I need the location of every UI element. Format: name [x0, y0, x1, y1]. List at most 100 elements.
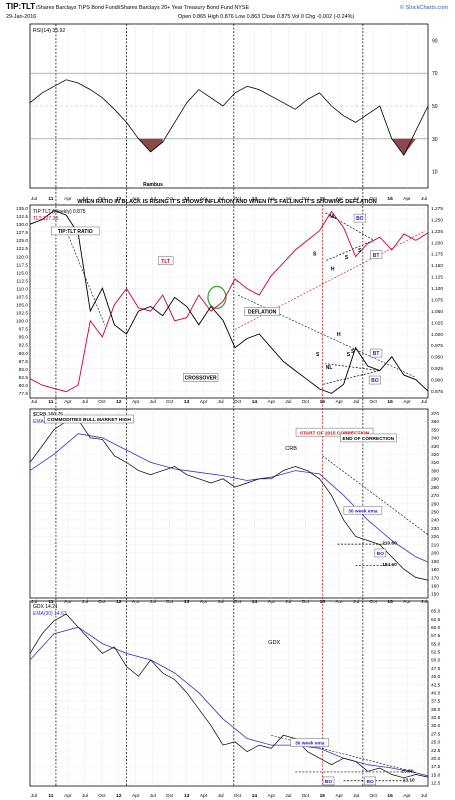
annotation-box	[183, 373, 219, 382]
crb-title: CRB	[285, 446, 297, 452]
crb-y-tick: 270	[431, 493, 439, 499]
rsi-y-tick: 70	[432, 71, 438, 77]
x-tick-label: Oct	[302, 793, 310, 799]
ratio-y-tick: 0.950	[431, 355, 443, 361]
x-tick-label: Jul	[217, 399, 223, 405]
tlt-y-tick: 107.5	[16, 294, 28, 300]
tlt-line	[29, 210, 429, 393]
annotation-label: 210.60	[382, 541, 397, 547]
x-tick-label: Apr	[200, 399, 208, 405]
annotation-label: S	[313, 251, 317, 257]
crb-ema-line	[29, 433, 429, 563]
x-tick-label: Jul	[82, 196, 88, 202]
gdx-y-tick: 30.0	[431, 723, 441, 729]
annotation-box	[322, 776, 335, 786]
x-tick-label: Apr	[335, 399, 343, 405]
x-tick-label: Jul	[421, 793, 427, 799]
annotation-label: S	[345, 255, 349, 261]
x-tick-label: Apr	[268, 399, 276, 405]
annotation-box	[157, 256, 174, 265]
gdx-y-tick: 35.0	[431, 707, 441, 713]
x-tick-label: Apr	[200, 793, 208, 799]
x-tick-label: Oct	[98, 793, 106, 799]
x-tick-label: 12	[116, 399, 122, 405]
tlt-y-tick: 92.5	[19, 343, 29, 349]
annotation-box	[374, 548, 387, 558]
chart-title: TIP:TLT	[6, 2, 35, 11]
annotation-label: H	[337, 332, 341, 338]
tlt-y-tick: 110.0	[16, 286, 28, 292]
x-tick-label: Apr	[200, 196, 208, 202]
x-tick-label: Apr	[335, 196, 343, 202]
annotation-label: 184.60	[382, 562, 397, 568]
x-tick-label: Oct	[234, 793, 242, 799]
gdx-title: GDX	[268, 640, 280, 646]
tlt-y-tick: 90.0	[19, 351, 29, 357]
rsi-oversold-fill	[391, 138, 416, 156]
ratio-y-tick: 1.125	[431, 275, 443, 281]
gdx-ema-line	[29, 626, 429, 777]
crb-y-tick: 350	[431, 427, 439, 433]
tlt-y-tick: 115.0	[16, 270, 28, 276]
bottom-triangle-pattern	[322, 363, 380, 385]
crb-y-tick: 260	[431, 501, 439, 507]
ratio-y-tick: 1.275	[431, 206, 443, 212]
x-tick-label: Oct	[166, 793, 174, 799]
crb-y-tick: 180	[431, 567, 439, 573]
x-tick-label: Jul	[217, 793, 223, 799]
annotation-label: BO	[377, 551, 384, 557]
tlt-y-tick: 122.5	[16, 246, 28, 252]
annotation-box	[295, 427, 374, 437]
stockcharts-logo: © StockCharts.com	[400, 4, 449, 11]
x-tick-label: Oct	[369, 196, 377, 202]
tlt-y-tick: 117.5	[16, 262, 28, 268]
gdx-legend: GDX 14.21	[33, 604, 58, 610]
annotation-label: NL	[329, 214, 336, 220]
top-triangle-pattern	[325, 212, 375, 262]
banner-text: WHEN RATIO IN BLACK IS RISING IT'S SHOWS…	[77, 199, 377, 205]
x-tick-label: 16	[387, 196, 393, 202]
annotation-box	[244, 307, 280, 316]
tlt-y-tick: 132.5	[16, 214, 28, 220]
annotation-label: COMMODITIES BULL MARKET HIGH	[47, 417, 131, 423]
gdx-y-tick: 32.5	[431, 715, 441, 721]
crb-y-tick: 170	[431, 575, 439, 581]
crb-y-tick: 240	[431, 518, 439, 524]
x-tick-label: 14	[252, 793, 258, 799]
tlt-y-tick: 102.5	[16, 311, 28, 317]
panel-frame-ratio	[29, 204, 429, 399]
x-tick-label: Jul	[82, 793, 88, 799]
x-tick-label: Jul	[150, 399, 156, 405]
x-tick-label: Apr	[268, 196, 276, 202]
x-tick-label: Jul	[31, 196, 37, 202]
tlt-y-tick: 80.0	[19, 383, 29, 389]
gdx-y-tick: 22.5	[431, 748, 441, 754]
annotation-box	[370, 348, 383, 358]
annotation-label: 15.80	[401, 769, 413, 775]
gdx-y-tick: 40.0	[431, 690, 441, 696]
annotation-box	[370, 250, 383, 259]
ratio-y-tick: 1.075	[431, 297, 443, 303]
rsi-y-tick: 90	[432, 38, 438, 44]
annotation-label: S	[316, 352, 320, 358]
tlt-y-tick: 135.0	[16, 206, 28, 212]
gdx-y-tick: 15.0	[431, 772, 441, 778]
annotation-label: DEFLATION	[248, 310, 277, 316]
crb-y-tick: 220	[431, 534, 439, 540]
ohlc-readout: Open 0.865 High 0.876 Low 0.863 Close 0.…	[178, 14, 354, 20]
annotation-label: 30 week ema	[295, 741, 325, 747]
annotation-box	[368, 375, 381, 385]
x-tick-label: Oct	[369, 399, 377, 405]
x-tick-label: 15	[320, 793, 326, 799]
crb-y-tick: 210	[431, 542, 439, 548]
annotation-label: H	[331, 267, 335, 273]
annotation-label: TLT	[161, 259, 170, 265]
rsi-legend: RSI(14) 35.92	[33, 28, 65, 34]
annotation-box	[353, 213, 366, 223]
x-tick-label: Jul	[421, 399, 427, 405]
ratio-y-tick: 1.225	[431, 229, 443, 235]
annotation-label: TIP:TLT RATIO	[58, 229, 93, 235]
crb-y-tick: 300	[431, 468, 439, 474]
ratio-y-tick: 1.250	[431, 217, 443, 223]
